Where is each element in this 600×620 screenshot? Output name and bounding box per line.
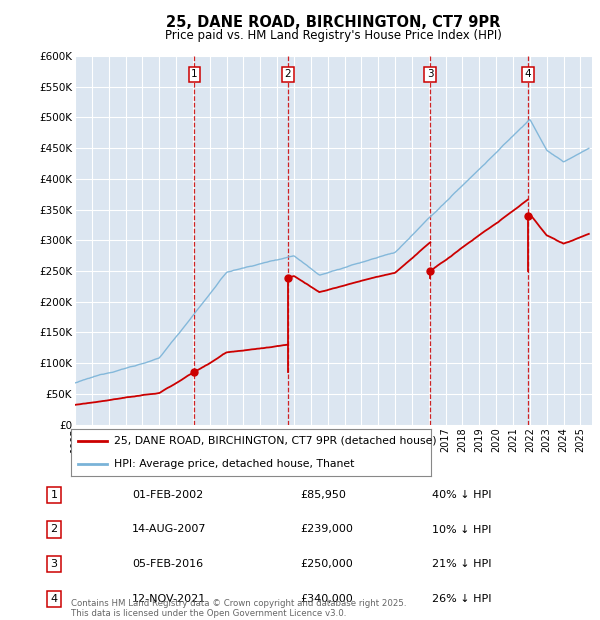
Text: 4: 4 bbox=[524, 69, 531, 79]
Text: Price paid vs. HM Land Registry's House Price Index (HPI): Price paid vs. HM Land Registry's House … bbox=[164, 30, 502, 42]
Text: £340,000: £340,000 bbox=[300, 594, 353, 604]
Text: 26% ↓ HPI: 26% ↓ HPI bbox=[432, 594, 491, 604]
Text: 05-FEB-2016: 05-FEB-2016 bbox=[132, 559, 203, 569]
Text: 1: 1 bbox=[191, 69, 198, 79]
Text: 40% ↓ HPI: 40% ↓ HPI bbox=[432, 490, 491, 500]
Text: 14-AUG-2007: 14-AUG-2007 bbox=[132, 525, 206, 534]
Text: 3: 3 bbox=[50, 559, 58, 569]
Text: £250,000: £250,000 bbox=[300, 559, 353, 569]
Text: 12-NOV-2021: 12-NOV-2021 bbox=[132, 594, 206, 604]
Text: 25, DANE ROAD, BIRCHINGTON, CT7 9PR (detached house): 25, DANE ROAD, BIRCHINGTON, CT7 9PR (det… bbox=[114, 436, 437, 446]
Text: Contains HM Land Registry data © Crown copyright and database right 2025.
This d: Contains HM Land Registry data © Crown c… bbox=[71, 599, 406, 618]
Text: 21% ↓ HPI: 21% ↓ HPI bbox=[432, 559, 491, 569]
Text: 01-FEB-2002: 01-FEB-2002 bbox=[132, 490, 203, 500]
Text: 25, DANE ROAD, BIRCHINGTON, CT7 9PR: 25, DANE ROAD, BIRCHINGTON, CT7 9PR bbox=[166, 16, 500, 30]
Text: 10% ↓ HPI: 10% ↓ HPI bbox=[432, 525, 491, 534]
Text: 1: 1 bbox=[50, 490, 58, 500]
Text: £85,950: £85,950 bbox=[300, 490, 346, 500]
Text: 3: 3 bbox=[427, 69, 434, 79]
Text: 2: 2 bbox=[284, 69, 291, 79]
Text: £239,000: £239,000 bbox=[300, 525, 353, 534]
Text: 2: 2 bbox=[50, 525, 58, 534]
Text: HPI: Average price, detached house, Thanet: HPI: Average price, detached house, Than… bbox=[114, 459, 355, 469]
Text: 4: 4 bbox=[50, 594, 58, 604]
